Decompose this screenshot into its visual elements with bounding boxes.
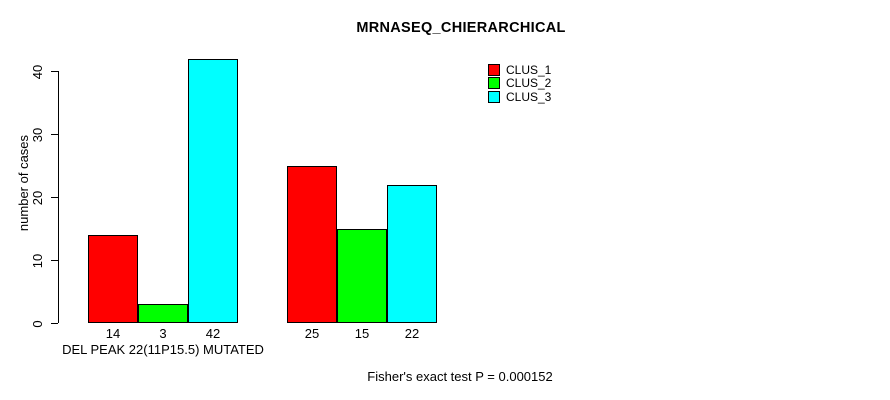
y-axis-tick (51, 197, 58, 198)
bar-clus_1-group2 (287, 166, 337, 323)
legend-label-clus_2: CLUS_2 (506, 76, 552, 90)
bar-clus_1-group1 (88, 235, 138, 323)
legend-swatch-clus_3 (488, 91, 500, 103)
x-axis-group-label: DEL PEAK 22(11P15.5) MUTATED (62, 342, 264, 357)
bar-value-label: 42 (205, 326, 221, 341)
y-axis-tick (51, 260, 58, 261)
fisher-annotation: Fisher's exact test P = 0.000152 (367, 369, 553, 384)
legend-label-clus_3: CLUS_3 (506, 90, 552, 104)
y-axis-tick (51, 71, 58, 72)
legend-label-clus_1: CLUS_1 (506, 63, 552, 77)
bar-clus_2-group2 (337, 229, 387, 323)
legend-swatch-clus_1 (488, 64, 500, 76)
y-axis-tick (51, 323, 58, 324)
bar-clus_3-group2 (387, 185, 437, 323)
chart-title: MRNASEQ_CHIERARCHICAL (356, 20, 566, 36)
y-axis-tick-label: 30 (30, 127, 45, 143)
legend-swatch-clus_2 (488, 77, 500, 89)
bar-value-label: 25 (304, 326, 320, 341)
bar-clus_3-group1 (188, 59, 238, 323)
y-axis-tick (51, 134, 58, 135)
bar-value-label: 22 (404, 326, 420, 341)
bar-value-label: 14 (105, 326, 121, 341)
y-axis-label: number of cases (16, 134, 31, 232)
bar-value-label: 3 (159, 326, 167, 341)
y-axis-tick-label: 10 (30, 253, 45, 269)
y-axis-tick-label: 20 (30, 190, 45, 206)
bar-value-label: 15 (354, 326, 370, 341)
y-axis-line (58, 71, 59, 323)
bar-clus_2-group1 (138, 304, 188, 323)
y-axis-tick-label: 40 (30, 64, 45, 80)
y-axis-tick-label: 0 (30, 320, 45, 328)
